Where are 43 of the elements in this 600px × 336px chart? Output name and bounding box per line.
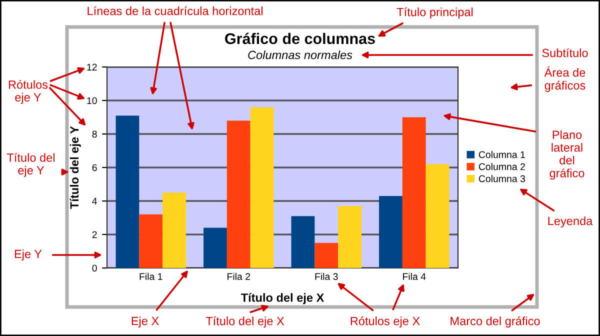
text: Plano lateral del gráfico (550, 130, 584, 180)
y-tick-label: 2 (92, 231, 97, 238)
bar (139, 214, 163, 268)
legend-label: Columna 1 (478, 150, 525, 158)
x-tick-label: Fila 2 (228, 272, 250, 280)
bar (426, 164, 450, 268)
bar (116, 116, 140, 268)
y-tick-label: 4 (92, 198, 97, 205)
chart-title: Gráfico de columnas (225, 32, 375, 44)
bar (226, 120, 250, 268)
x-tick-label: Fila 3 (315, 272, 338, 280)
y-tick-label: 0 (92, 264, 97, 272)
text: Subtítulo (542, 48, 588, 58)
chart-subtitle: Columnas normales (248, 50, 352, 60)
text: Rótulos eje X (350, 316, 420, 328)
y-tick-label: 10 (87, 97, 97, 104)
text: Leyenda (548, 216, 593, 228)
bar (204, 228, 227, 268)
bar (379, 196, 402, 268)
text: Título principal (396, 7, 473, 19)
x-tick-label: Fila 4 (403, 272, 426, 280)
y-tick-label: 6 (92, 164, 97, 172)
y-axis-title: Título del eje Y (70, 126, 81, 209)
bar (402, 117, 426, 268)
x-axis-title: Título del eje X (240, 293, 324, 304)
text: Líneas de la cuadrícula horizontal (88, 6, 262, 16)
x-tick-label: Fila 1 (140, 272, 162, 280)
legend-label: Columna 3 (478, 175, 526, 182)
bar (291, 216, 315, 268)
bar (314, 242, 338, 268)
text: Marco del gráfico (450, 316, 540, 328)
text: Rótulos eje Y (8, 80, 48, 104)
bar (250, 107, 274, 268)
text: Área de gráficos (544, 66, 586, 92)
text: Eje X (132, 316, 159, 328)
text: Título del eje Y (6, 153, 54, 177)
y-tick-label: 12 (87, 64, 97, 71)
y-tick-label: 8 (92, 130, 97, 138)
text: Eje Y (14, 249, 42, 261)
bar (162, 192, 186, 268)
text: Título del eje X (206, 316, 284, 328)
legend-label: Columna 2 (478, 162, 525, 170)
bar (338, 206, 362, 268)
